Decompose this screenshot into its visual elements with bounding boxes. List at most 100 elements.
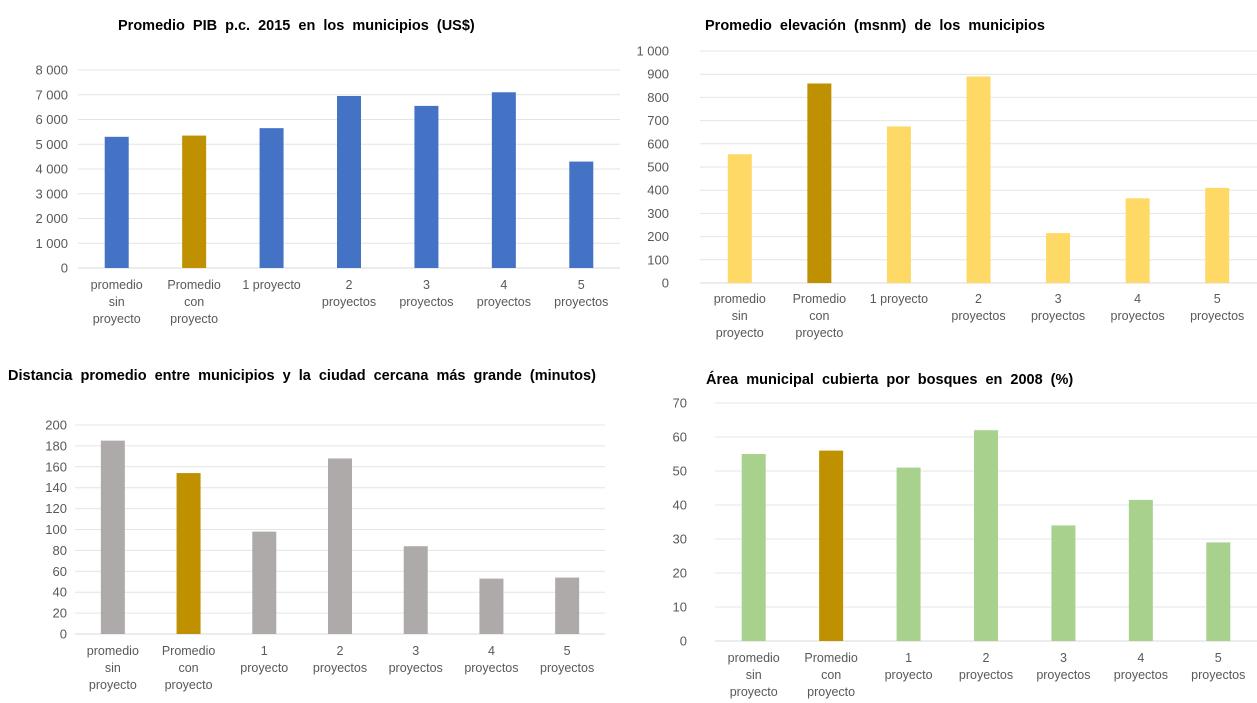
y-tick-label: 200 (647, 229, 669, 244)
x-tick-label: proyectos (1191, 668, 1245, 682)
chart-title-distancia: Distancia promedio entre municipios y la… (8, 368, 596, 384)
chart-svg-distancia: 0 20 40 60 80 100 120 140 160 180 200 promedio sin pr… (45, 418, 605, 692)
x-tick-label: sin (109, 295, 125, 309)
x-tick-label: promedio (87, 644, 139, 658)
y-tick-label: 400 (647, 183, 669, 198)
x-tick-label: proyectos (399, 295, 453, 309)
y-tick-label: 60 (673, 430, 687, 445)
x-tick-label: 5 (1214, 292, 1221, 306)
y-tick-label: 140 (45, 480, 67, 495)
chart-title-pib: Promedio PIB p.c. 2015 en los municipios… (118, 18, 475, 34)
bar (966, 76, 991, 284)
y-tick-label: 1 000 (636, 44, 669, 59)
x-tick-label: con (809, 309, 829, 323)
x-tick-label: Promedio (804, 651, 858, 665)
y-tick-label: 60 (53, 564, 67, 579)
x-tick-label: proyectos (477, 295, 531, 309)
y-tick-label: 40 (673, 498, 687, 513)
y-tick-label: 0 (662, 276, 669, 291)
y-tick-label: 3 000 (35, 186, 68, 201)
x-tick-label: proyectos (464, 661, 518, 675)
x-tick-label: sin (732, 309, 748, 323)
x-tick-label: 2 (975, 292, 982, 306)
x-tick-label: proyecto (93, 312, 141, 326)
x-tick-label: 5 (578, 278, 585, 292)
bar (727, 154, 752, 283)
x-tick-label: proyectos (1111, 309, 1165, 323)
x-tick-label: 4 (488, 644, 495, 658)
x-tick-label: proyectos (389, 661, 443, 675)
x-tick-label: proyectos (322, 295, 376, 309)
x-tick-label: proyecto (730, 685, 778, 699)
x-tick-label: proyecto (89, 678, 137, 692)
chart-title-elevacion: Promedio elevación (msnm) de los municip… (705, 18, 1045, 34)
bar (741, 454, 766, 641)
chart-svg-pib: 0 1 000 2 000 3 000 4 000 5 000 6 000 7 000 8 00… (35, 63, 620, 326)
bar (252, 531, 277, 634)
bar (1046, 233, 1071, 283)
bar (403, 546, 428, 634)
x-tick-label: proyectos (959, 668, 1013, 682)
x-tick-label: Promedio (162, 644, 216, 658)
x-tick-label: proyecto (240, 661, 288, 675)
chart-svg-bosques: 0 10 20 30 40 50 60 70 promedio sin proyecto Promed… (673, 396, 1257, 699)
x-tick-label: proyectos (313, 661, 367, 675)
x-tick-label: Promedio (167, 278, 221, 292)
x-tick-label: 1 proyecto (242, 278, 300, 292)
x-tick-label: proyectos (1114, 668, 1168, 682)
y-tick-label: 200 (45, 418, 67, 433)
bar (100, 440, 125, 634)
bar (259, 128, 284, 268)
x-tick-label: 4 (1134, 292, 1141, 306)
x-tick-label: proyectos (951, 309, 1005, 323)
bar (1128, 499, 1153, 641)
x-tick-label: proyectos (540, 661, 594, 675)
x-tick-label: proyectos (1031, 309, 1085, 323)
bar (176, 473, 201, 634)
bar (182, 135, 207, 268)
chart-panel-distancia: Distancia promedio entre municipios y la… (0, 360, 620, 703)
bar (555, 577, 580, 634)
y-tick-label: 900 (647, 67, 669, 82)
y-tick-label: 0 (680, 634, 687, 649)
bar (1205, 187, 1230, 283)
y-tick-label: 50 (673, 464, 687, 479)
y-tick-label: 4 000 (35, 162, 68, 177)
bar (807, 83, 832, 283)
y-tick-label: 20 (53, 606, 67, 621)
bar (1051, 525, 1076, 641)
bar (974, 430, 998, 641)
chart-svg-elevacion: 0 100 200 300 400 500 600 700 800 900 1 000 promedi… (636, 44, 1257, 340)
y-tick-label: 8 000 (35, 63, 68, 78)
x-tick-label: 5 (1215, 651, 1222, 665)
bar (1206, 542, 1231, 641)
y-tick-label: 30 (673, 532, 687, 547)
y-tick-label: 100 (45, 522, 67, 537)
y-tick-label: 1 000 (35, 236, 68, 251)
y-tick-label: 5 000 (35, 137, 68, 152)
y-tick-label: 600 (647, 136, 669, 151)
bar (1125, 198, 1150, 283)
bar (569, 161, 594, 268)
y-tick-label: 100 (647, 252, 669, 267)
y-tick-label: 700 (647, 113, 669, 128)
x-tick-label: Promedio (793, 292, 847, 306)
y-tick-label: 6 000 (35, 112, 68, 127)
y-tick-label: 0 (60, 627, 67, 642)
x-tick-label: 3 (423, 278, 430, 292)
x-tick-label: con (184, 295, 204, 309)
y-tick-label: 20 (673, 566, 687, 581)
y-tick-label: 80 (53, 543, 67, 558)
y-tick-label: 500 (647, 160, 669, 175)
x-tick-label: sin (105, 661, 121, 675)
x-tick-label: sin (746, 668, 762, 682)
bar (414, 105, 439, 268)
y-tick-label: 800 (647, 90, 669, 105)
bar (328, 458, 352, 634)
x-tick-label: proyectos (1190, 309, 1244, 323)
x-tick-label: 3 (412, 644, 419, 658)
x-tick-label: 2 (983, 651, 990, 665)
x-tick-label: 1 (261, 644, 268, 658)
y-tick-label: 0 (61, 261, 68, 276)
y-tick-label: 160 (45, 459, 67, 474)
